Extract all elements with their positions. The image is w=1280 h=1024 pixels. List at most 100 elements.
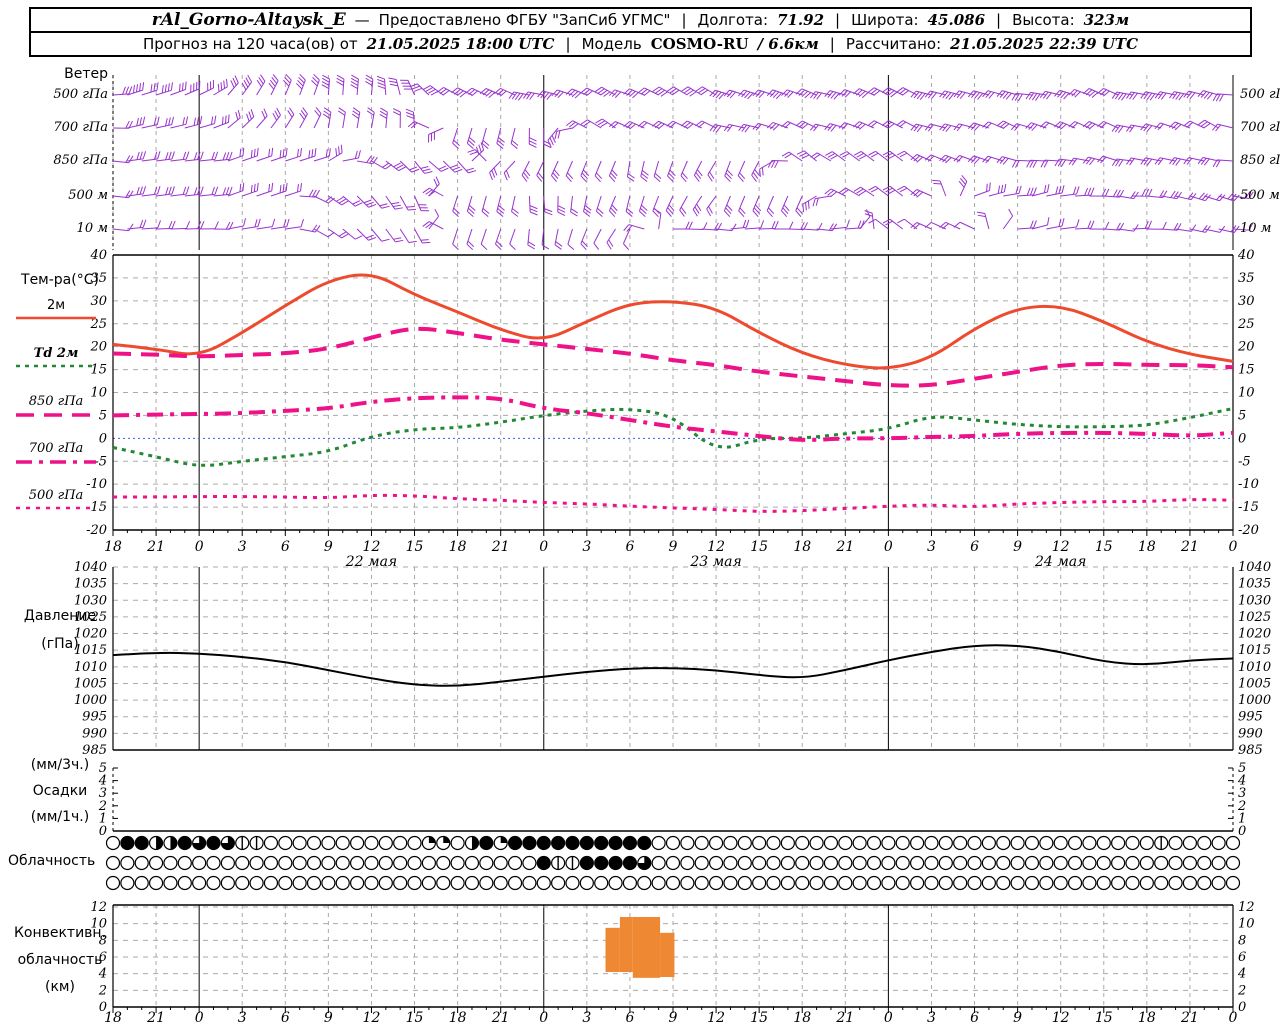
svg-text:40: 40 (1237, 248, 1255, 263)
svg-text:25: 25 (1237, 317, 1255, 332)
svg-text:10: 10 (90, 917, 107, 932)
svg-text:1020: 1020 (1238, 627, 1271, 642)
svg-text:6: 6 (625, 1010, 634, 1024)
legend-t2m-label: 2м (46, 298, 66, 313)
svg-text:1000: 1000 (1238, 693, 1271, 708)
legend-t2m-line (16, 316, 96, 320)
temp-series-0 (112, 273, 1234, 370)
svg-text:15: 15 (750, 1010, 768, 1024)
svg-text:18: 18 (449, 1010, 467, 1024)
legend-500-line (16, 506, 96, 510)
model-label: Модель (581, 35, 642, 53)
conv-panel-title-3: (км) (45, 979, 75, 995)
svg-text:3: 3 (582, 1010, 591, 1024)
wind-barbs-row-3 (112, 175, 1254, 218)
svg-text:5: 5 (99, 761, 107, 776)
svg-text:4: 4 (98, 967, 107, 982)
calc-time: 21.05.2025 22:39 UTC (950, 35, 1139, 53)
cloud-symbols (105, 835, 1241, 891)
convective-bar-1 (619, 917, 633, 972)
convective-bar-2 (632, 917, 661, 978)
svg-text:12: 12 (707, 539, 725, 555)
pressure-curve (112, 644, 1234, 687)
svg-text:0: 0 (195, 1010, 204, 1024)
longitude-value: 71.92 (777, 11, 825, 29)
temperature-curves (112, 273, 1234, 513)
svg-text:15: 15 (750, 539, 768, 555)
svg-text:6: 6 (625, 539, 634, 555)
svg-text:35: 35 (90, 271, 107, 286)
svg-text:985: 985 (1238, 743, 1263, 758)
wind-level-10m: 10 м (76, 221, 108, 236)
svg-text:990: 990 (1238, 726, 1263, 741)
station-name: rAl_Gorno-Altaysk_E (151, 10, 346, 30)
svg-text:-20: -20 (86, 523, 107, 538)
svg-text:10: 10 (1238, 917, 1255, 932)
legend-500-label: 500 гПа (28, 488, 84, 503)
svg-text:1015: 1015 (74, 643, 107, 658)
svg-text:1030: 1030 (74, 593, 107, 608)
svg-text:1040: 1040 (1238, 560, 1271, 575)
svg-text:0: 0 (1238, 1000, 1246, 1015)
svg-text:12: 12 (363, 1010, 381, 1024)
svg-text:1015: 1015 (1238, 643, 1271, 658)
legend-850: 850 гПа (8, 394, 104, 419)
svg-text:12: 12 (707, 1010, 725, 1024)
legend-td2m: Td 2м (8, 346, 104, 369)
legend-850-label: 850 гПа (28, 394, 84, 409)
precip-units-3h: (мм/3ч.) (30, 757, 90, 773)
wind-level-850hPa-right: 850 гПа (1240, 153, 1280, 168)
svg-text:0: 0 (195, 539, 204, 555)
svg-text:20: 20 (1237, 340, 1255, 355)
svg-text:5: 5 (1238, 408, 1246, 423)
separator: | (565, 35, 571, 53)
forecast-time: 21.05.2025 18:00 UTC (366, 35, 555, 53)
legend-850-line (16, 413, 96, 417)
svg-text:9: 9 (669, 539, 678, 555)
svg-text:15: 15 (1238, 363, 1255, 378)
svg-text:21: 21 (835, 1010, 854, 1024)
wind-barbs-row-0 (112, 73, 1234, 102)
svg-text:0: 0 (539, 1010, 548, 1024)
separator: | (835, 11, 841, 29)
altitude-label: Высота: (1012, 11, 1075, 29)
svg-text:-5: -5 (1238, 454, 1251, 469)
provider: Предоставлено ФГБУ "ЗапСиб УГМС" (378, 11, 671, 29)
model-name: COSMO-RU (650, 35, 749, 53)
legend-700-label: 700 гПа (28, 441, 84, 456)
svg-text:0: 0 (99, 431, 107, 446)
svg-text:18: 18 (104, 539, 122, 555)
svg-text:2: 2 (98, 799, 107, 814)
svg-text:1030: 1030 (1238, 593, 1271, 608)
svg-text:1005: 1005 (1238, 676, 1271, 691)
temp-series-3 (112, 395, 1234, 442)
legend-700-line (16, 460, 96, 464)
altitude-value: 323м (1083, 11, 1130, 29)
svg-text:-15: -15 (86, 500, 107, 515)
temp-series-4 (112, 493, 1234, 513)
svg-text:6: 6 (99, 950, 107, 965)
forecast-label: Прогноз на 120 часа(ов) от (142, 35, 358, 53)
svg-text:995: 995 (1238, 710, 1263, 725)
svg-text:3: 3 (238, 539, 247, 555)
svg-text:0: 0 (1229, 1010, 1238, 1024)
header-line-1: rAl_Gorno-Altaysk_E — Предоставлено ФГБУ… (29, 7, 1252, 33)
svg-text:5: 5 (1238, 761, 1246, 776)
separator: | (829, 35, 835, 53)
svg-text:35: 35 (1238, 271, 1255, 286)
svg-text:1010: 1010 (1238, 660, 1271, 675)
svg-text:5: 5 (99, 408, 107, 423)
wind-level-500m: 500 м (68, 188, 108, 203)
svg-text:12: 12 (1052, 539, 1070, 555)
wind-level-700hPa: 700 гПа (53, 120, 108, 135)
svg-text:1035: 1035 (1238, 577, 1271, 592)
svg-text:0: 0 (884, 539, 893, 555)
svg-text:2: 2 (1237, 983, 1246, 998)
svg-text:21: 21 (835, 539, 854, 555)
legend-700: 700 гПа (8, 441, 104, 466)
separator: | (996, 11, 1002, 29)
header-line-2: Прогноз на 120 часа(ов) от 21.05.2025 18… (29, 31, 1252, 57)
precip-panel-title: Осадки (32, 783, 88, 799)
legend-td2m-label: Td 2м (33, 346, 79, 361)
svg-text:15: 15 (406, 1010, 424, 1024)
